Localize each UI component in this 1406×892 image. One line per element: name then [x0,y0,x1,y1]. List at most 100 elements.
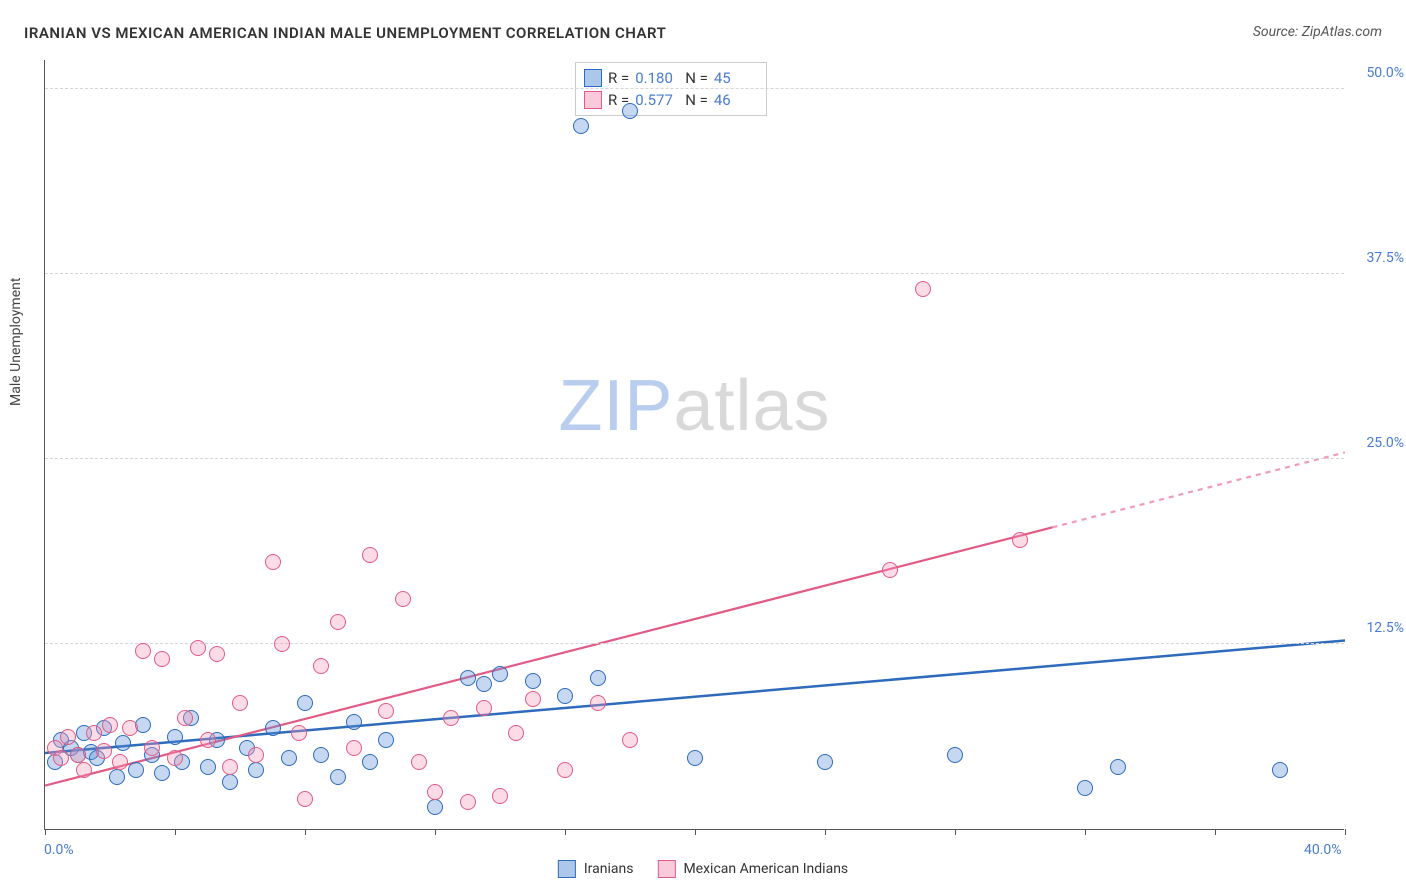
data-point [1012,532,1028,548]
data-point [222,774,238,790]
data-point [177,710,193,726]
legend-item-mexican: Mexican American Indians [657,860,848,878]
data-point [135,643,151,659]
x-tick [435,829,436,835]
data-point [297,695,313,711]
data-point [144,740,160,756]
data-point [60,729,76,745]
data-point [281,750,297,766]
legend-item-iranians: Iranians [558,860,634,878]
data-point [274,636,290,652]
x-tick [45,829,46,835]
legend-label: Iranians [584,861,634,877]
r-value: 0.577 [635,91,679,109]
data-point [427,799,443,815]
legend-swatch-icon [558,860,576,878]
source-attribution: Source: ZipAtlas.com [1253,24,1382,40]
y-tick-label: 12.5% [1349,620,1404,636]
data-point [1077,780,1093,796]
y-tick-label: 25.0% [1349,435,1404,451]
n-value: 45 [714,69,758,87]
data-point [346,740,362,756]
x-tick [565,829,566,835]
data-point [460,670,476,686]
x-tick [1345,829,1346,835]
data-point [1110,759,1126,775]
data-point [248,747,264,763]
data-point [115,735,131,751]
data-point [525,691,541,707]
series-legend: Iranians Mexican American Indians [558,860,848,878]
n-value: 46 [714,91,758,109]
data-point [882,562,898,578]
x-tick [825,829,826,835]
data-point [476,700,492,716]
correlation-stats-box: R =0.180N =45R =0.577N =46 [575,62,767,116]
data-point [378,703,394,719]
data-point [573,118,589,134]
data-point [622,732,638,748]
data-point [590,670,606,686]
legend-swatch-icon [657,860,675,878]
x-axis-max-label: 40.0% [1304,842,1342,858]
data-point [313,747,329,763]
data-point [96,743,112,759]
data-point [222,759,238,775]
data-point [817,754,833,770]
gridline [45,273,1344,274]
data-point [557,688,573,704]
x-tick [695,829,696,835]
gridline [45,458,1344,459]
chart-title: IRANIAN VS MEXICAN AMERICAN INDIAN MALE … [24,24,666,42]
data-point [209,646,225,662]
data-point [427,784,443,800]
data-point [86,725,102,741]
data-point [167,729,183,745]
data-point [53,750,69,766]
data-point [232,695,248,711]
y-tick-label: 37.5% [1349,250,1404,266]
trend-lines [45,60,1345,830]
data-point [1272,762,1288,778]
data-point [443,710,459,726]
data-point [330,614,346,630]
n-label: N = [685,69,708,87]
data-point [330,769,346,785]
data-point [346,714,362,730]
data-point [291,725,307,741]
data-point [154,765,170,781]
data-point [947,747,963,763]
data-point [122,720,138,736]
data-point [460,794,476,810]
gridline [45,643,1344,644]
data-point [248,762,264,778]
data-point [265,720,281,736]
data-point [109,769,125,785]
r-label: R = [608,69,629,87]
data-point [508,725,524,741]
data-point [102,717,118,733]
y-axis-label: Male Unemployment [8,278,24,406]
data-point [525,673,541,689]
data-point [313,658,329,674]
data-point [557,762,573,778]
y-tick-label: 50.0% [1349,65,1404,81]
data-point [265,554,281,570]
data-point [476,676,492,692]
x-tick [1085,829,1086,835]
data-point [492,788,508,804]
data-point [76,762,92,778]
data-point [362,547,378,563]
data-point [200,732,216,748]
data-point [297,791,313,807]
x-tick [955,829,956,835]
data-point [190,640,206,656]
r-value: 0.180 [635,69,679,87]
data-point [167,750,183,766]
data-point [362,754,378,770]
n-label: N = [685,91,708,109]
gridline [45,88,1344,89]
x-axis-min-label: 0.0% [44,842,74,858]
data-point [378,732,394,748]
data-point [622,103,638,119]
